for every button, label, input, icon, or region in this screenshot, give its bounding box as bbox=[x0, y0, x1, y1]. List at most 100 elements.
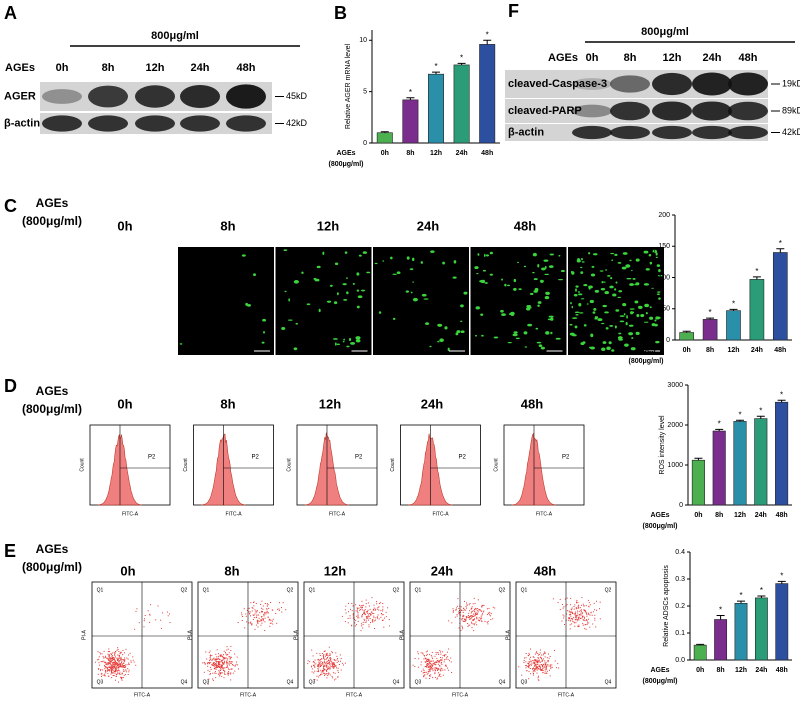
event-dot bbox=[385, 611, 387, 613]
event-dot bbox=[535, 668, 537, 669]
event-dot bbox=[588, 622, 590, 624]
event-dot bbox=[320, 665, 321, 667]
event-dot bbox=[327, 675, 329, 676]
event-dot bbox=[462, 610, 464, 612]
event-dot bbox=[117, 660, 119, 662]
event-dot bbox=[348, 611, 349, 613]
event-dot bbox=[414, 666, 416, 667]
event-dot bbox=[337, 671, 339, 673]
event-dot bbox=[448, 648, 450, 650]
event-dot bbox=[482, 611, 484, 613]
event-dot bbox=[575, 612, 576, 614]
cell-signal bbox=[644, 303, 650, 308]
event-dot bbox=[108, 656, 110, 658]
event-dot bbox=[105, 666, 107, 668]
event-dot bbox=[575, 608, 577, 610]
event-dot bbox=[107, 657, 109, 659]
event-dot bbox=[530, 661, 532, 663]
event-dot bbox=[427, 658, 428, 660]
event-dot bbox=[216, 665, 218, 667]
event-dot bbox=[232, 664, 233, 666]
event-dot bbox=[424, 666, 426, 668]
event-dot bbox=[110, 669, 112, 671]
event-dot bbox=[114, 671, 116, 673]
blot-band bbox=[652, 72, 692, 96]
quadrant-label: Q3 bbox=[97, 679, 104, 685]
event-dot bbox=[132, 656, 134, 658]
event-dot bbox=[330, 659, 332, 660]
cell-signal bbox=[412, 281, 415, 283]
event-dot bbox=[576, 618, 577, 620]
x-tick-label: 12h bbox=[735, 667, 747, 674]
event-dot bbox=[100, 653, 102, 655]
event-dot bbox=[528, 666, 529, 668]
event-dot bbox=[114, 661, 115, 663]
event-dot bbox=[112, 656, 114, 658]
event-dot bbox=[250, 615, 251, 617]
event-dot bbox=[215, 653, 217, 655]
event-dot bbox=[456, 605, 458, 607]
event-dot bbox=[428, 660, 430, 662]
event-dot bbox=[328, 646, 330, 648]
dose-label: (800μg/ml) bbox=[22, 214, 82, 228]
event-dot bbox=[438, 660, 440, 662]
event-dot bbox=[439, 660, 441, 662]
event-dot bbox=[543, 667, 545, 669]
cell-signal bbox=[529, 292, 534, 296]
event-dot bbox=[230, 645, 232, 647]
event-dot bbox=[282, 602, 284, 604]
event-dot bbox=[461, 610, 462, 611]
event-dot bbox=[463, 615, 465, 617]
event-dot bbox=[263, 614, 265, 616]
event-dot bbox=[371, 620, 373, 622]
event-dot bbox=[100, 669, 102, 670]
event-dot bbox=[571, 618, 573, 619]
event-dot bbox=[357, 614, 359, 616]
event-dot bbox=[382, 619, 384, 621]
event-dot bbox=[118, 655, 120, 657]
event-dot bbox=[114, 654, 116, 656]
event-dot bbox=[223, 650, 225, 652]
event-dot bbox=[261, 600, 263, 602]
event-dot bbox=[469, 603, 471, 604]
event-dot bbox=[580, 614, 582, 616]
event-dot bbox=[202, 662, 204, 664]
cell-signal bbox=[601, 347, 606, 351]
event-dot bbox=[469, 616, 471, 617]
cell-signal bbox=[346, 277, 348, 279]
event-dot bbox=[585, 605, 587, 607]
event-dot bbox=[572, 618, 574, 620]
cell-signal bbox=[382, 260, 385, 262]
event-dot bbox=[362, 605, 364, 607]
event-dot bbox=[334, 672, 336, 674]
event-dot bbox=[433, 663, 435, 665]
event-dot bbox=[251, 624, 253, 626]
event-dot bbox=[320, 669, 322, 671]
event-dot bbox=[123, 659, 125, 661]
event-dot bbox=[314, 659, 316, 661]
bar bbox=[772, 252, 788, 341]
event-dot bbox=[380, 616, 382, 618]
event-dot bbox=[545, 663, 546, 665]
event-dot bbox=[364, 609, 366, 611]
event-dot bbox=[464, 609, 465, 611]
event-dot bbox=[217, 661, 219, 663]
event-dot bbox=[429, 666, 431, 668]
cell-signal bbox=[656, 264, 661, 268]
flow-xlabel: FITC-A bbox=[122, 511, 139, 517]
event-dot bbox=[526, 670, 528, 672]
event-dot bbox=[364, 621, 366, 623]
event-dot bbox=[323, 670, 325, 672]
event-dot bbox=[428, 669, 430, 671]
row-label: β-actin bbox=[4, 117, 40, 129]
event-dot bbox=[203, 662, 205, 664]
event-dot bbox=[323, 654, 325, 656]
event-dot bbox=[150, 604, 152, 606]
event-dot bbox=[543, 658, 544, 660]
event-dot bbox=[220, 672, 222, 674]
event-dot bbox=[537, 659, 539, 661]
event-dot bbox=[203, 671, 205, 673]
cell-signal bbox=[628, 324, 634, 327]
x-tick-label: 0h bbox=[683, 347, 691, 354]
